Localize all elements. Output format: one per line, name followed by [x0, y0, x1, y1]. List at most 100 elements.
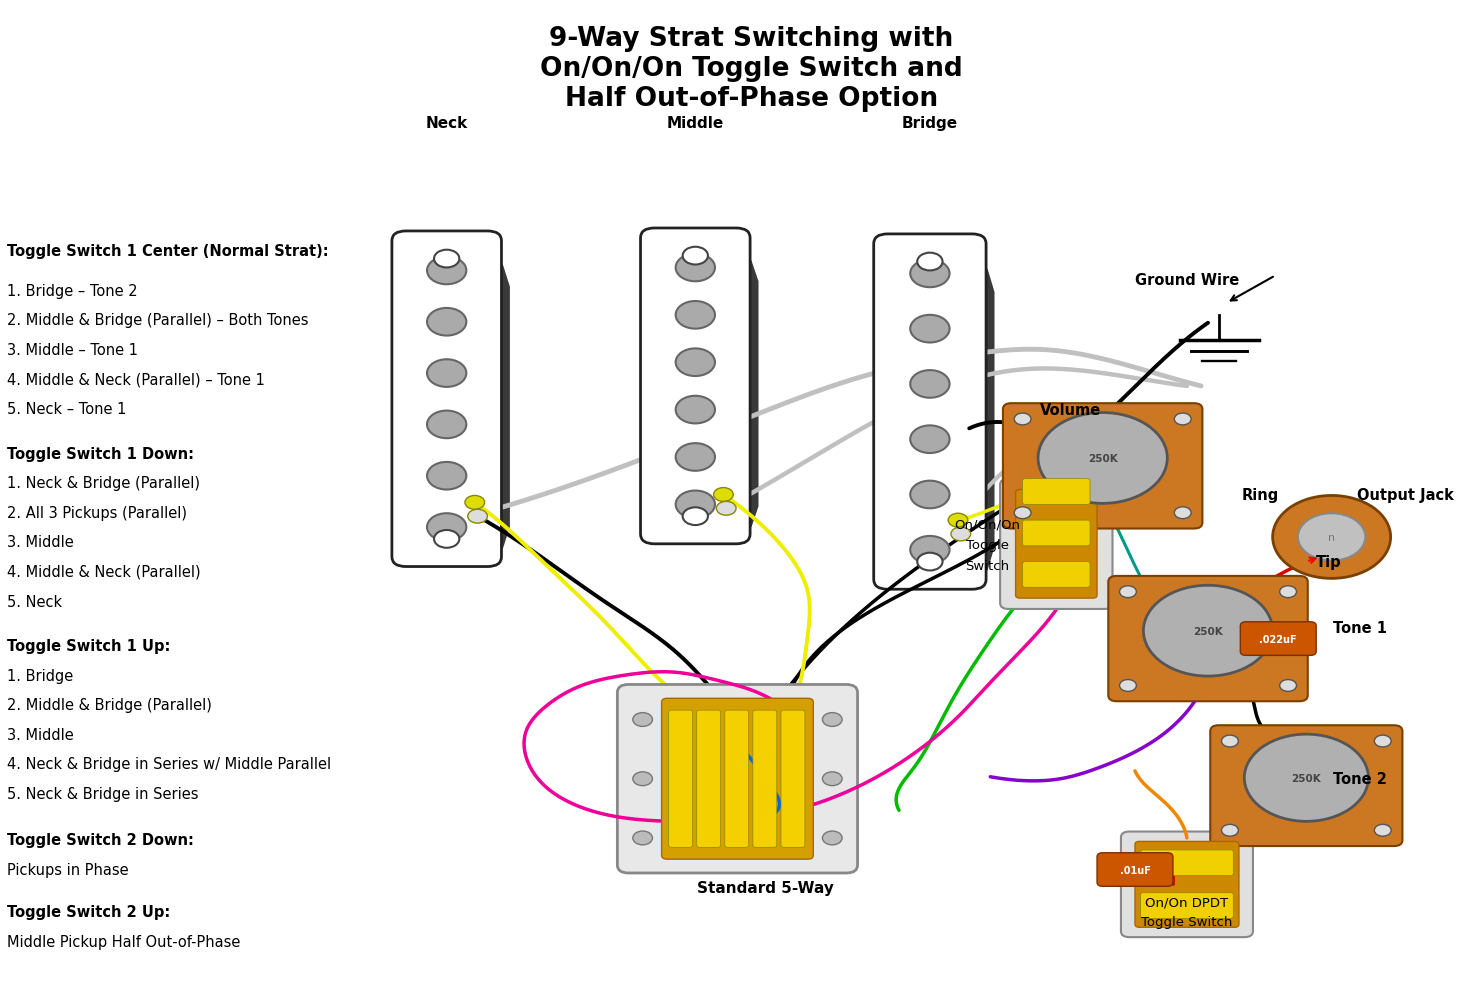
Circle shape	[1175, 507, 1191, 519]
Text: 250K: 250K	[1194, 626, 1223, 636]
Circle shape	[1280, 680, 1296, 692]
Text: Volume: Volume	[1040, 402, 1102, 418]
Circle shape	[427, 309, 467, 336]
Text: Switch: Switch	[966, 559, 1009, 573]
Circle shape	[427, 257, 467, 285]
Circle shape	[1175, 414, 1191, 426]
FancyBboxPatch shape	[696, 711, 721, 848]
Text: Toggle Switch 1 Down:: Toggle Switch 1 Down:	[7, 446, 195, 461]
Text: Tip: Tip	[1317, 554, 1342, 570]
Circle shape	[822, 772, 843, 786]
Text: Middle: Middle	[667, 115, 724, 131]
Text: .022uF: .022uF	[1260, 634, 1298, 644]
FancyBboxPatch shape	[1015, 490, 1097, 599]
Circle shape	[1222, 824, 1238, 836]
Circle shape	[1222, 736, 1238, 747]
FancyBboxPatch shape	[1023, 479, 1090, 505]
FancyBboxPatch shape	[1135, 842, 1239, 927]
Polygon shape	[429, 265, 511, 549]
Text: Bridge: Bridge	[901, 115, 958, 131]
Text: 3. Middle: 3. Middle	[7, 727, 73, 742]
FancyBboxPatch shape	[641, 229, 751, 544]
Circle shape	[1245, 735, 1368, 821]
Circle shape	[951, 528, 970, 541]
FancyBboxPatch shape	[873, 235, 986, 590]
FancyBboxPatch shape	[1141, 893, 1233, 919]
Circle shape	[1273, 496, 1391, 579]
Circle shape	[676, 254, 715, 282]
Text: 1. Bridge – Tone 2: 1. Bridge – Tone 2	[7, 283, 138, 299]
FancyBboxPatch shape	[669, 711, 692, 848]
Text: 9-Way Strat Switching with: 9-Way Strat Switching with	[550, 27, 954, 52]
Circle shape	[1144, 586, 1273, 676]
FancyBboxPatch shape	[1097, 853, 1173, 886]
Text: Tone 1: Tone 1	[1333, 620, 1387, 636]
Circle shape	[683, 508, 708, 526]
Text: Tone 2: Tone 2	[1333, 771, 1387, 787]
Text: Ground Wire: Ground Wire	[1135, 272, 1239, 288]
FancyBboxPatch shape	[1141, 850, 1233, 876]
Text: Toggle Switch: Toggle Switch	[1141, 915, 1233, 929]
Circle shape	[1298, 514, 1365, 561]
Text: Output Jack: Output Jack	[1356, 487, 1454, 503]
Text: 1. Neck & Bridge (Parallel): 1. Neck & Bridge (Parallel)	[7, 475, 200, 491]
FancyBboxPatch shape	[617, 684, 857, 874]
Circle shape	[676, 396, 715, 424]
FancyBboxPatch shape	[392, 232, 502, 567]
Text: 4. Middle & Neck (Parallel) – Tone 1: 4. Middle & Neck (Parallel) – Tone 1	[7, 372, 265, 387]
Text: Toggle Switch 2 Down:: Toggle Switch 2 Down:	[7, 832, 195, 848]
Text: 1. Bridge: 1. Bridge	[7, 668, 73, 683]
FancyBboxPatch shape	[1241, 622, 1317, 656]
Text: 3. Middle: 3. Middle	[7, 534, 73, 550]
Circle shape	[910, 481, 949, 509]
Circle shape	[822, 831, 843, 845]
Text: 5. Neck – Tone 1: 5. Neck – Tone 1	[7, 401, 126, 417]
Text: 4. Neck & Bridge in Series w/ Middle Parallel: 4. Neck & Bridge in Series w/ Middle Par…	[7, 756, 331, 772]
Text: 2. Middle & Bridge (Parallel): 2. Middle & Bridge (Parallel)	[7, 697, 212, 713]
Circle shape	[683, 247, 708, 265]
Text: Toggle Switch 1 Center (Normal Strat):: Toggle Switch 1 Center (Normal Strat):	[7, 244, 329, 259]
Text: 5. Neck & Bridge in Series: 5. Neck & Bridge in Series	[7, 786, 199, 802]
Circle shape	[676, 491, 715, 519]
FancyBboxPatch shape	[724, 711, 749, 848]
FancyBboxPatch shape	[1023, 562, 1090, 588]
Polygon shape	[910, 269, 995, 571]
Text: Toggle Switch 1 Up:: Toggle Switch 1 Up:	[7, 638, 170, 654]
Circle shape	[1280, 586, 1296, 598]
Circle shape	[1374, 736, 1391, 747]
Circle shape	[1014, 507, 1031, 519]
Text: Pickups in Phase: Pickups in Phase	[7, 862, 129, 878]
Text: 5. Neck: 5. Neck	[7, 594, 61, 609]
Polygon shape	[677, 261, 758, 528]
Text: Half Out-of-Phase Option: Half Out-of-Phase Option	[565, 86, 938, 111]
Text: Middle Pickup Half Out-of-Phase: Middle Pickup Half Out-of-Phase	[7, 934, 240, 950]
Text: 250K: 250K	[1292, 773, 1321, 783]
Circle shape	[917, 553, 942, 571]
Circle shape	[435, 530, 459, 548]
Text: On/On/On: On/On/On	[954, 518, 1021, 531]
Circle shape	[427, 411, 467, 439]
Circle shape	[717, 502, 736, 516]
FancyBboxPatch shape	[661, 698, 813, 859]
FancyBboxPatch shape	[1210, 726, 1403, 846]
Circle shape	[676, 302, 715, 329]
FancyBboxPatch shape	[1004, 404, 1203, 528]
Circle shape	[910, 260, 949, 288]
Circle shape	[948, 514, 969, 528]
Text: n: n	[1328, 532, 1336, 542]
Text: .01uF: .01uF	[1119, 865, 1150, 875]
FancyBboxPatch shape	[1023, 521, 1090, 546]
Circle shape	[633, 713, 652, 727]
Circle shape	[1119, 586, 1137, 598]
Circle shape	[714, 488, 733, 502]
FancyBboxPatch shape	[1121, 832, 1252, 937]
Text: 3. Middle – Tone 1: 3. Middle – Tone 1	[7, 342, 138, 358]
Circle shape	[1039, 413, 1167, 504]
Circle shape	[1374, 824, 1391, 836]
Circle shape	[917, 253, 942, 271]
Text: On/On DPDT: On/On DPDT	[1146, 895, 1229, 909]
FancyBboxPatch shape	[1001, 479, 1112, 609]
Text: 2. Middle & Bridge (Parallel) – Both Tones: 2. Middle & Bridge (Parallel) – Both Ton…	[7, 313, 309, 328]
Circle shape	[1119, 680, 1137, 692]
Text: Ring: Ring	[1242, 487, 1279, 503]
